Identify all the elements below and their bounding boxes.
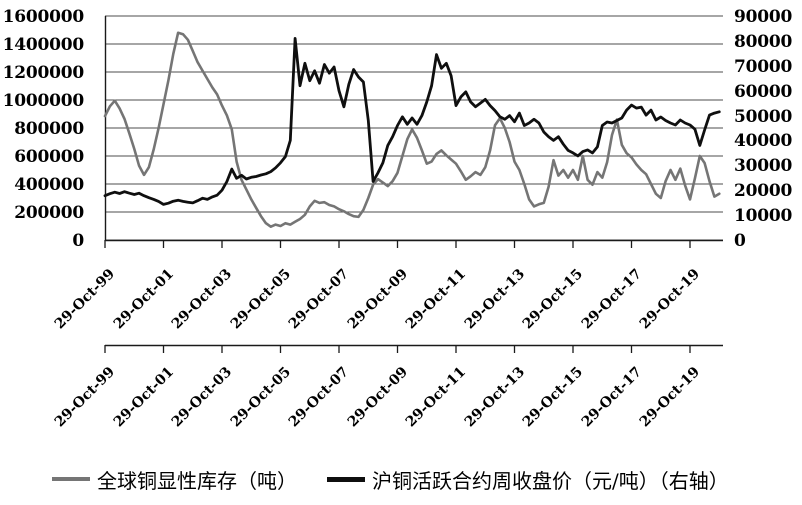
- y-right-label: 70000: [734, 56, 793, 77]
- y-left-label: 1200000: [2, 63, 85, 83]
- y-left-label: 200000: [14, 203, 84, 223]
- y-right-label: 50000: [734, 106, 793, 127]
- y-left-label: 600000: [14, 147, 84, 167]
- y-left-label: 1400000: [2, 35, 85, 55]
- inventory-line: [103, 31, 721, 228]
- y-right-label: 30000: [734, 156, 793, 177]
- y-right-label: 0: [734, 231, 746, 251]
- y-right-label: 80000: [734, 31, 793, 52]
- price-legend-label: 沪铜活跃合约周收盘价（元/吨）（右轴）: [372, 468, 729, 493]
- inventory-line-swatch: [52, 477, 90, 481]
- price-line-swatch: [327, 476, 365, 482]
- y-right-label: 90000: [734, 7, 793, 27]
- y-right-label: 40000: [734, 131, 793, 152]
- y-right-label: 10000: [734, 206, 793, 227]
- y-right-label: 60000: [734, 81, 793, 102]
- legend-item-inventory: 全球铜显性库存（吨）: [52, 465, 297, 494]
- legend: 全球铜显性库存（吨） 沪铜活跃合约周收盘价（元/吨）（右轴）: [52, 464, 729, 494]
- legend-item-price: 沪铜活跃合约周收盘价（元/吨）（右轴）: [327, 465, 729, 494]
- y-left-label: 1000000: [2, 91, 85, 111]
- price-line: [103, 37, 721, 206]
- y-left-label: 0: [72, 231, 84, 251]
- y-left-label: 800000: [14, 119, 84, 139]
- inventory-legend-label: 全球铜显性库存（吨）: [97, 468, 297, 493]
- y-right-label: 20000: [734, 181, 793, 202]
- y-left-label: 1600000: [2, 7, 85, 27]
- y-left-label: 400000: [14, 175, 84, 195]
